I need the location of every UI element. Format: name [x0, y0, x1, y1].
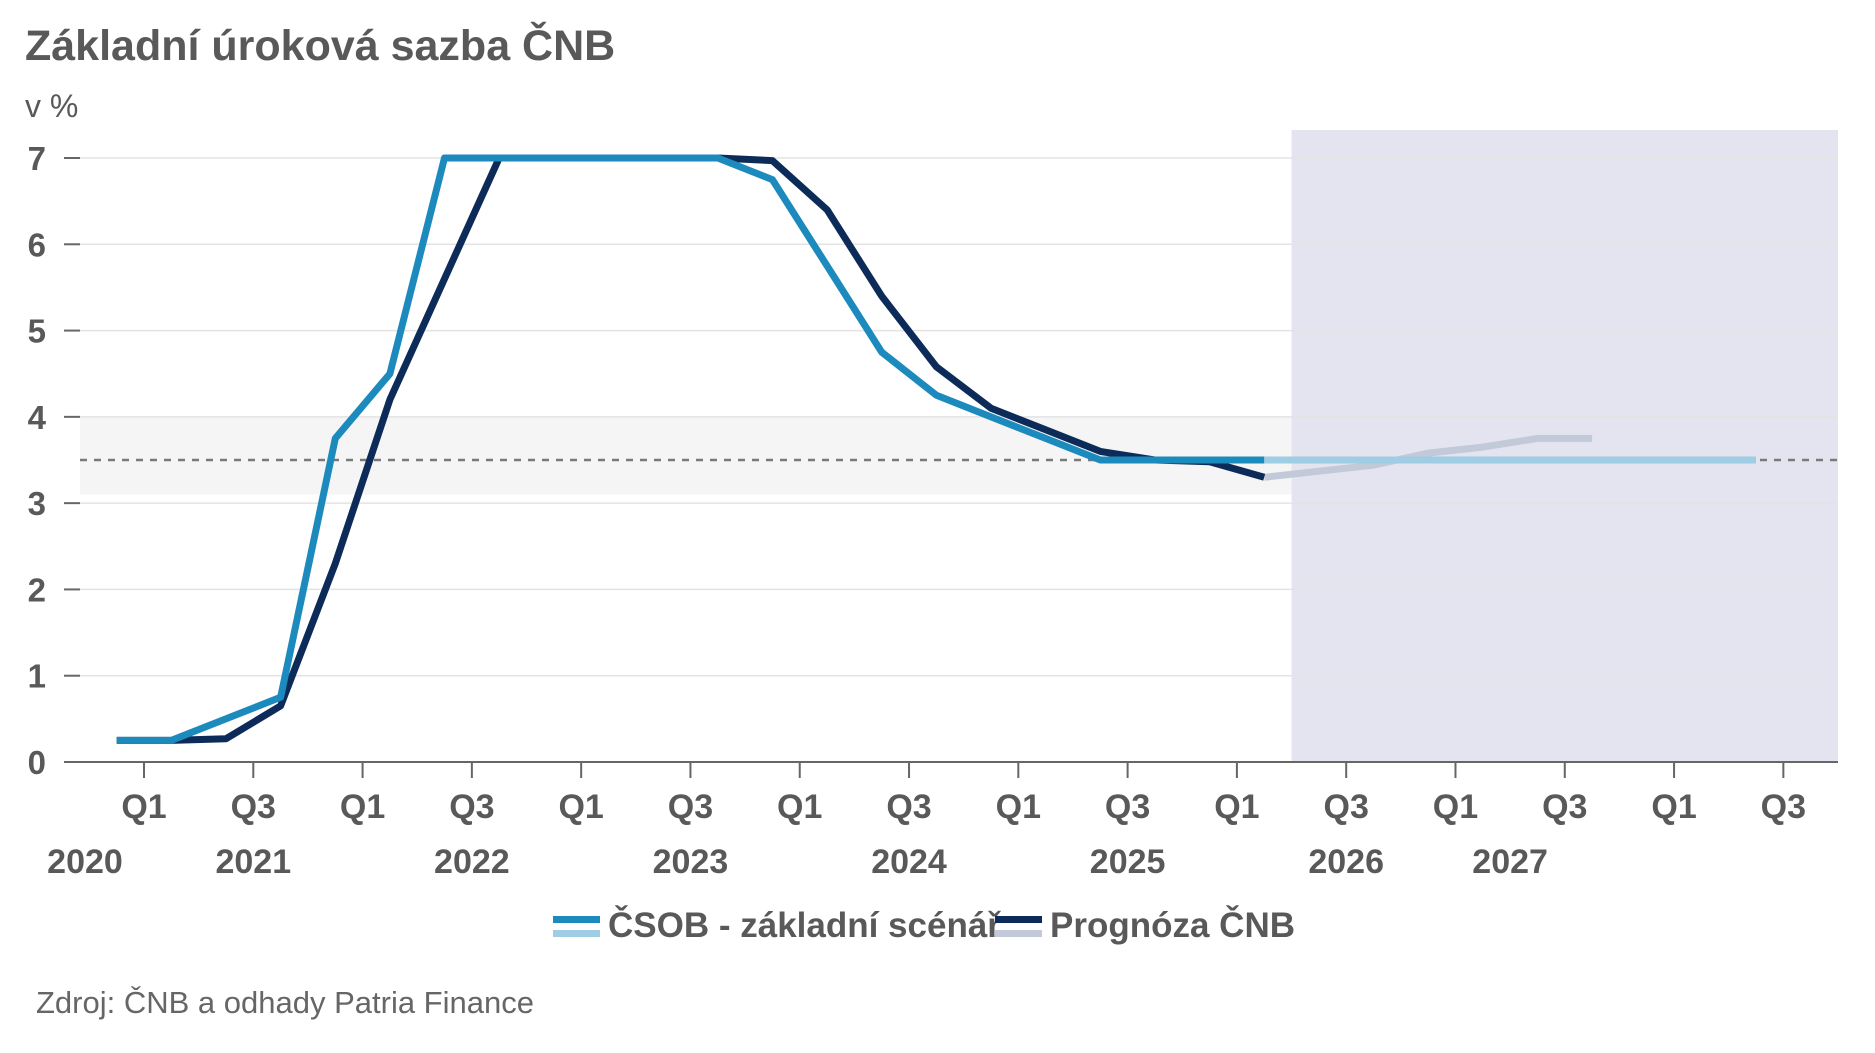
x-quarter-label: Q3 — [668, 788, 713, 826]
x-year-label: 2026 — [1308, 843, 1384, 881]
legend-swatch-forecast — [995, 930, 1042, 937]
x-quarter-label: Q1 — [777, 788, 822, 826]
x-year-label: 2020 — [47, 843, 123, 881]
x-quarter-label: Q3 — [1761, 788, 1806, 826]
y-tick-label: 6 — [28, 226, 46, 263]
y-axis-unit-label: v % — [25, 88, 79, 124]
source-note: Zdroj: ČNB a odhady Patria Finance — [36, 985, 534, 1020]
x-quarter-label: Q1 — [340, 788, 385, 826]
legend-label: ČSOB - základní scénář — [608, 905, 1001, 945]
x-quarter-label: Q3 — [1324, 788, 1369, 826]
x-quarter-label: Q1 — [1214, 788, 1259, 826]
x-year-label: 2022 — [434, 843, 510, 881]
legend-swatch — [995, 916, 1042, 923]
x-year-label: 2021 — [215, 843, 291, 881]
x-quarter-label: Q3 — [1542, 788, 1587, 826]
x-year-label: 2024 — [871, 843, 947, 881]
x-quarter-label: Q3 — [449, 788, 494, 826]
x-quarter-label: Q3 — [231, 788, 276, 826]
x-quarter-label: Q3 — [1105, 788, 1150, 826]
legend-swatch — [553, 916, 600, 923]
x-year-label: 2027 — [1472, 843, 1548, 881]
x-quarter-label: Q3 — [886, 788, 931, 826]
y-tick-label: 3 — [28, 485, 46, 522]
y-tick-label: 2 — [28, 571, 46, 608]
chart-title: Základní úroková sazba ČNB — [25, 22, 616, 70]
x-quarter-label: Q1 — [996, 788, 1041, 826]
series-line — [116, 154, 1265, 744]
y-tick-label: 7 — [28, 140, 46, 177]
y-tick-label: 0 — [28, 744, 46, 781]
x-year-label: 2023 — [653, 843, 729, 881]
forecast-region — [1291, 130, 1838, 762]
series-forecast-line — [1263, 434, 1593, 481]
x-quarter-label: Q1 — [1433, 788, 1478, 826]
x-quarter-label: Q1 — [121, 788, 166, 826]
y-tick-label: 5 — [28, 313, 46, 350]
y-tick-label: 4 — [28, 399, 47, 436]
y-tick-label: 1 — [28, 658, 46, 695]
legend-swatch-forecast — [553, 930, 600, 937]
x-quarter-label: Q1 — [558, 788, 603, 826]
x-quarter-label: Q1 — [1651, 788, 1696, 826]
legend-label: Prognóza ČNB — [1050, 905, 1295, 945]
x-year-label: 2025 — [1090, 843, 1166, 881]
